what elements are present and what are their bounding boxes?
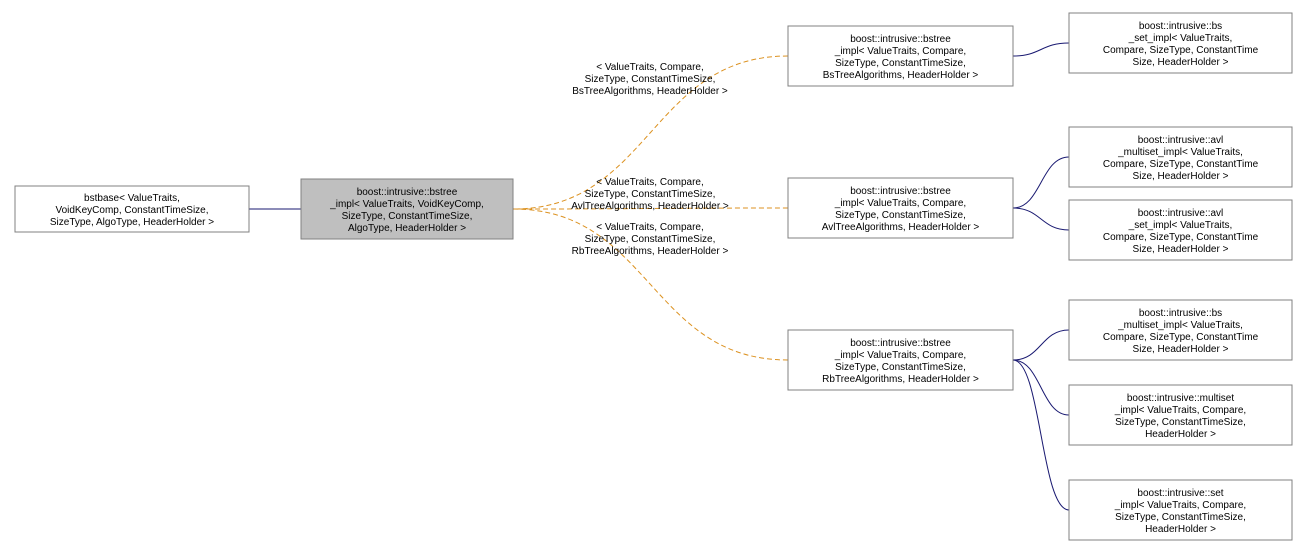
class-label-line: _impl< ValueTraits, Compare, — [1114, 500, 1246, 511]
class-label-line: AvlTreeAlgorithms, HeaderHolder > — [822, 222, 980, 233]
class-node-n0[interactable]: bstbase< ValueTraits,VoidKeyComp, Consta… — [15, 186, 249, 232]
class-label-line: _impl< ValueTraits, Compare, — [834, 46, 966, 57]
class-label-line: boost::intrusive::bs — [1139, 21, 1222, 32]
class-label-line: boost::intrusive::bstree — [850, 186, 951, 197]
class-label-line: SizeType, ConstantTimeSize, — [835, 362, 966, 373]
class-label-line: _impl< ValueTraits, Compare, — [834, 350, 966, 361]
edge-label: < ValueTraits, Compare,SizeType, Constan… — [572, 222, 729, 257]
svg-text:RbTreeAlgorithms, HeaderHolder: RbTreeAlgorithms, HeaderHolder > — [572, 246, 729, 257]
class-label-line: _multiset_impl< ValueTraits, — [1117, 320, 1243, 331]
svg-text:AvlTreeAlgorithms, HeaderHolde: AvlTreeAlgorithms, HeaderHolder > — [571, 201, 729, 212]
svg-text:SizeType, ConstantTimeSize,: SizeType, ConstantTimeSize, — [585, 234, 716, 245]
class-label-line: boost::intrusive::bs — [1139, 308, 1222, 319]
class-label-line: SizeType, ConstantTimeSize, — [835, 210, 966, 221]
class-node-n5[interactable]: boost::intrusive::bs_set_impl< ValueTrai… — [1069, 13, 1292, 73]
class-label-line: boost::intrusive::bstree — [850, 338, 951, 349]
class-label-line: Size, HeaderHolder > — [1133, 344, 1229, 355]
class-label-line: Compare, SizeType, ConstantTime — [1103, 159, 1259, 170]
class-label-line: _set_impl< ValueTraits, — [1128, 220, 1233, 231]
class-label-line: Compare, SizeType, ConstantTime — [1103, 232, 1259, 243]
class-label-line: VoidKeyComp, ConstantTimeSize, — [55, 205, 208, 216]
class-label-line: Size, HeaderHolder > — [1133, 57, 1229, 68]
class-label-line: SizeType, ConstantTimeSize, — [835, 58, 966, 69]
edge-label: < ValueTraits, Compare,SizeType, Constan… — [572, 62, 728, 97]
class-label-line: SizeType, ConstantTimeSize, — [342, 211, 473, 222]
class-label-line: boost::intrusive::bstree — [850, 34, 951, 45]
class-node-n3[interactable]: boost::intrusive::bstree_impl< ValueTrai… — [788, 178, 1013, 238]
class-node-n4[interactable]: boost::intrusive::bstree_impl< ValueTrai… — [788, 330, 1013, 390]
class-node-n6[interactable]: boost::intrusive::avl_multiset_impl< Val… — [1069, 127, 1292, 187]
edge-n5-n2 — [1013, 43, 1069, 56]
class-label-line: AlgoType, HeaderHolder > — [348, 223, 466, 234]
edge-n10-n4 — [1013, 360, 1069, 510]
edge-label: < ValueTraits, Compare,SizeType, Constan… — [571, 177, 729, 212]
class-label-line: _impl< ValueTraits, VoidKeyComp, — [329, 199, 484, 210]
class-label-line: bstbase< ValueTraits, — [84, 193, 180, 204]
class-label-line: _impl< ValueTraits, Compare, — [834, 198, 966, 209]
edge-n6-n3 — [1013, 157, 1069, 208]
class-label-line: boost::intrusive::avl — [1138, 135, 1224, 146]
inheritance-diagram: < ValueTraits, Compare,SizeType, Constan… — [0, 0, 1305, 555]
class-label-line: _multiset_impl< ValueTraits, — [1117, 147, 1243, 158]
svg-text:SizeType, ConstantTimeSize,: SizeType, ConstantTimeSize, — [585, 74, 716, 85]
svg-text:BsTreeAlgorithms, HeaderHolder: BsTreeAlgorithms, HeaderHolder > — [572, 86, 728, 97]
class-label-line: Compare, SizeType, ConstantTime — [1103, 45, 1259, 56]
svg-text:< ValueTraits, Compare,: < ValueTraits, Compare, — [596, 222, 704, 233]
class-label-line: HeaderHolder > — [1145, 524, 1216, 535]
edge-n9-n4 — [1013, 360, 1069, 415]
class-label-line: Size, HeaderHolder > — [1133, 171, 1229, 182]
class-label-line: SizeType, AlgoType, HeaderHolder > — [50, 217, 214, 228]
class-label-line: boost::intrusive::avl — [1138, 208, 1224, 219]
class-label-line: _impl< ValueTraits, Compare, — [1114, 405, 1246, 416]
class-node-n2[interactable]: boost::intrusive::bstree_impl< ValueTrai… — [788, 26, 1013, 86]
svg-text:< ValueTraits, Compare,: < ValueTraits, Compare, — [596, 177, 704, 188]
edge-n8-n4 — [1013, 330, 1069, 360]
class-label-line: Size, HeaderHolder > — [1133, 244, 1229, 255]
class-node-n1[interactable]: boost::intrusive::bstree_impl< ValueTrai… — [301, 179, 513, 239]
class-label-line: RbTreeAlgorithms, HeaderHolder > — [822, 374, 979, 385]
class-node-n9[interactable]: boost::intrusive::multiset_impl< ValueTr… — [1069, 385, 1292, 445]
class-label-line: BsTreeAlgorithms, HeaderHolder > — [823, 70, 979, 81]
class-label-line: SizeType, ConstantTimeSize, — [1115, 512, 1246, 523]
class-label-line: boost::intrusive::bstree — [357, 187, 458, 198]
class-label-line: Compare, SizeType, ConstantTime — [1103, 332, 1259, 343]
svg-text:< ValueTraits, Compare,: < ValueTraits, Compare, — [596, 62, 704, 73]
edges-layer: < ValueTraits, Compare,SizeType, Constan… — [249, 43, 1069, 510]
class-label-line: boost::intrusive::set — [1137, 488, 1223, 499]
class-node-n7[interactable]: boost::intrusive::avl_set_impl< ValueTra… — [1069, 200, 1292, 260]
edge-n7-n3 — [1013, 208, 1069, 230]
class-node-n10[interactable]: boost::intrusive::set_impl< ValueTraits,… — [1069, 480, 1292, 540]
class-label-line: boost::intrusive::multiset — [1127, 393, 1234, 404]
svg-text:SizeType, ConstantTimeSize,: SizeType, ConstantTimeSize, — [585, 189, 716, 200]
class-label-line: SizeType, ConstantTimeSize, — [1115, 417, 1246, 428]
class-label-line: HeaderHolder > — [1145, 429, 1216, 440]
class-node-n8[interactable]: boost::intrusive::bs_multiset_impl< Valu… — [1069, 300, 1292, 360]
class-label-line: _set_impl< ValueTraits, — [1128, 33, 1233, 44]
